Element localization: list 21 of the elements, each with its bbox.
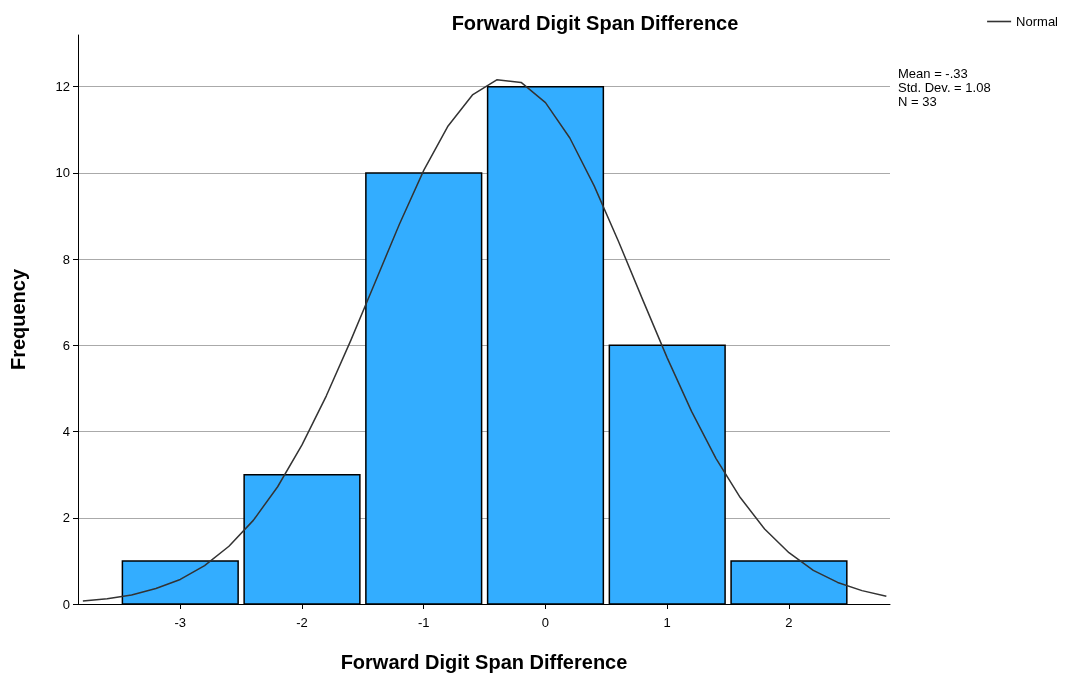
y-tick-label: 8 — [62, 251, 70, 267]
x-tick-label: 1 — [663, 615, 671, 630]
y-tick-label: 10 — [55, 165, 70, 181]
y-tick-label: 6 — [62, 337, 70, 353]
y-tick-label: 2 — [62, 510, 70, 526]
x-tick-label: 2 — [785, 615, 793, 630]
x-tick-label: -1 — [417, 615, 430, 630]
y-tick-label: 4 — [62, 424, 70, 440]
x-tick-label: -2 — [296, 615, 308, 630]
text: N = 33 — [898, 93, 937, 109]
x-tick-label: -3 — [174, 615, 187, 630]
line-series — [82, 79, 888, 602]
x-tick-label: 0 — [541, 615, 550, 630]
x-axis-title: Forward Digit Span Difference — [340, 651, 628, 673]
y-tick-label: 0 — [62, 596, 70, 612]
y-axis-title: Frequency — [7, 268, 29, 371]
text: Mean = -.33 — [898, 65, 968, 81]
text: Std. Dev. = 1.08 — [898, 79, 991, 95]
legend-label: Normal — [1016, 14, 1059, 29]
chart-title: Forward Digit Span Difference — [451, 12, 739, 34]
y-tick-label: 12 — [55, 79, 70, 95]
